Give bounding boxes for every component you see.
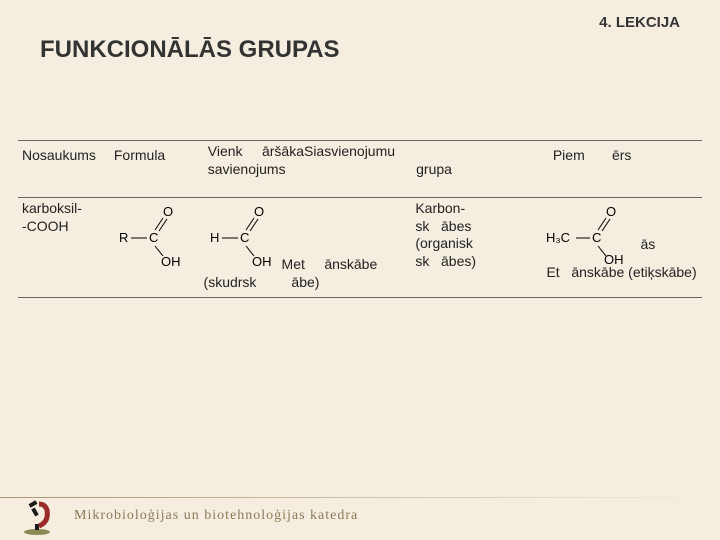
name-line1: karboksil-	[22, 200, 105, 218]
formula-R-COOH-icon: R C O OH	[113, 204, 185, 268]
divider	[18, 140, 702, 141]
header-formula: Formula	[110, 143, 202, 165]
atom-O: O	[163, 204, 173, 219]
functional-groups-table: Nosaukums Formula Vienk āršākaSiasvienoj…	[18, 140, 702, 298]
group-line: sk ābes)	[415, 253, 538, 271]
atom-C: C	[149, 230, 158, 245]
header-simplest: Vienk āršākaSiasvienojumu savienojums	[202, 143, 416, 165]
table-body: karboksil- -COOH R C O OH H	[18, 198, 702, 293]
cell-name: karboksil- -COOH	[18, 198, 109, 293]
footer-text: Mikrobioloģijas un biotehnoloģijas kated…	[74, 508, 358, 524]
cell-formula: R C O OH	[109, 198, 200, 293]
name-line2: -COOH	[22, 218, 105, 236]
page-title: FUNKCIONĀLĀS GRUPAS	[40, 36, 340, 64]
atom-OH: OH	[252, 254, 272, 268]
atom-CH3: H₃C	[546, 230, 570, 245]
bond	[246, 218, 254, 230]
header-simplest-line1: Vienk āršākaSiasvienojumu	[208, 143, 395, 159]
header-group: grupa	[416, 143, 549, 165]
group-line: (organisk	[415, 235, 538, 253]
cell-example: H₃C C O OH ās Et ānskābe (etiķskābe)	[542, 198, 702, 293]
table-row: karboksil- -COOH R C O OH H	[18, 198, 702, 293]
atom-H: H	[210, 230, 219, 245]
header-name: Nosaukums	[18, 143, 110, 165]
header-example: Piem ērs	[549, 143, 702, 165]
atom-R: R	[119, 230, 128, 245]
atom-O: O	[254, 204, 264, 219]
bond	[602, 219, 610, 231]
microscope-icon	[16, 495, 58, 537]
divider	[18, 297, 702, 298]
table: Nosaukums Formula Vienk āršākaSiasvienoj…	[18, 143, 702, 165]
atom-C: C	[240, 230, 249, 245]
cell-group: Karbon- sk ābes (organisk sk ābes)	[411, 198, 542, 293]
atom-C: C	[592, 230, 601, 245]
cell-simplest: H C O OH Met ānskābe (skudrsk ābe)	[200, 198, 412, 293]
formula-H-COOH-icon: H C O OH	[204, 204, 276, 268]
bond	[159, 219, 167, 231]
table-header-row: Nosaukums Formula Vienk āršākaSiasvienoj…	[18, 143, 702, 165]
met-line2: (skudrsk ābe)	[204, 274, 408, 292]
header-simplest-line2: savienojums	[208, 161, 286, 177]
bond	[598, 218, 606, 230]
bond	[155, 218, 163, 230]
group-line: Karbon-	[415, 200, 538, 218]
atom-OH: OH	[161, 254, 181, 268]
bond	[250, 219, 258, 231]
example-line: Et ānskābe (etiķskābe)	[546, 264, 698, 282]
group-line: sk ābes	[415, 218, 538, 236]
atom-O: O	[606, 204, 616, 219]
header-group-label: grupa	[416, 161, 452, 177]
lecture-label: 4. LEKCIJA	[599, 14, 680, 31]
atom-OH: OH	[604, 252, 624, 264]
footer: Mikrobioloģijas un biotehnoloģijas kated…	[0, 492, 720, 540]
formula-CH3-COOH-icon: H₃C C O OH	[546, 204, 636, 264]
